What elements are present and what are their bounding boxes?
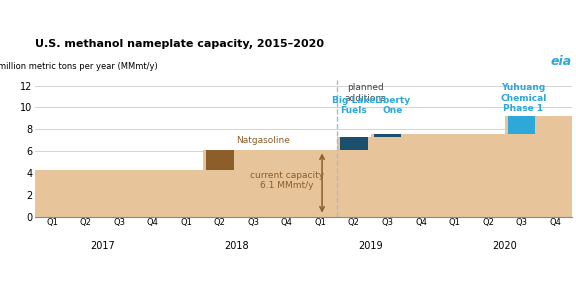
Text: planned
additions: planned additions	[345, 83, 386, 103]
Text: U.S. methanol nameplate capacity, 2015–2020: U.S. methanol nameplate capacity, 2015–2…	[35, 39, 324, 49]
Bar	[304, 150, 337, 217]
Bar	[508, 115, 535, 134]
Bar	[374, 134, 401, 137]
Bar	[136, 170, 169, 217]
Text: Liberty
One: Liberty One	[374, 96, 411, 115]
Bar	[404, 134, 438, 217]
Bar	[203, 150, 237, 217]
Bar	[35, 170, 69, 217]
Bar	[340, 137, 367, 150]
Bar	[169, 170, 203, 217]
Bar	[505, 115, 539, 217]
Text: eia: eia	[551, 56, 572, 69]
Text: 2018: 2018	[224, 241, 249, 251]
Bar	[206, 150, 233, 170]
Bar	[103, 170, 136, 217]
Bar	[69, 170, 103, 217]
Text: Natgasoline: Natgasoline	[237, 136, 290, 145]
Text: 2017: 2017	[90, 241, 115, 251]
Bar	[237, 150, 270, 217]
Text: 2019: 2019	[358, 241, 383, 251]
Text: Big Lake
Fuels: Big Lake Fuels	[332, 96, 376, 115]
Bar	[438, 134, 471, 217]
Bar	[539, 115, 572, 217]
Text: current capacity
6.1 MMmt/y: current capacity 6.1 MMmt/y	[250, 171, 324, 190]
Bar	[371, 134, 404, 217]
Text: 2020: 2020	[492, 241, 517, 251]
Text: Yuhuang
Chemical
Phase 1: Yuhuang Chemical Phase 1	[500, 83, 547, 113]
Bar	[337, 137, 371, 217]
Bar	[270, 150, 304, 217]
Bar	[471, 134, 505, 217]
Text: million metric tons per year (MMmt/y): million metric tons per year (MMmt/y)	[0, 62, 158, 71]
